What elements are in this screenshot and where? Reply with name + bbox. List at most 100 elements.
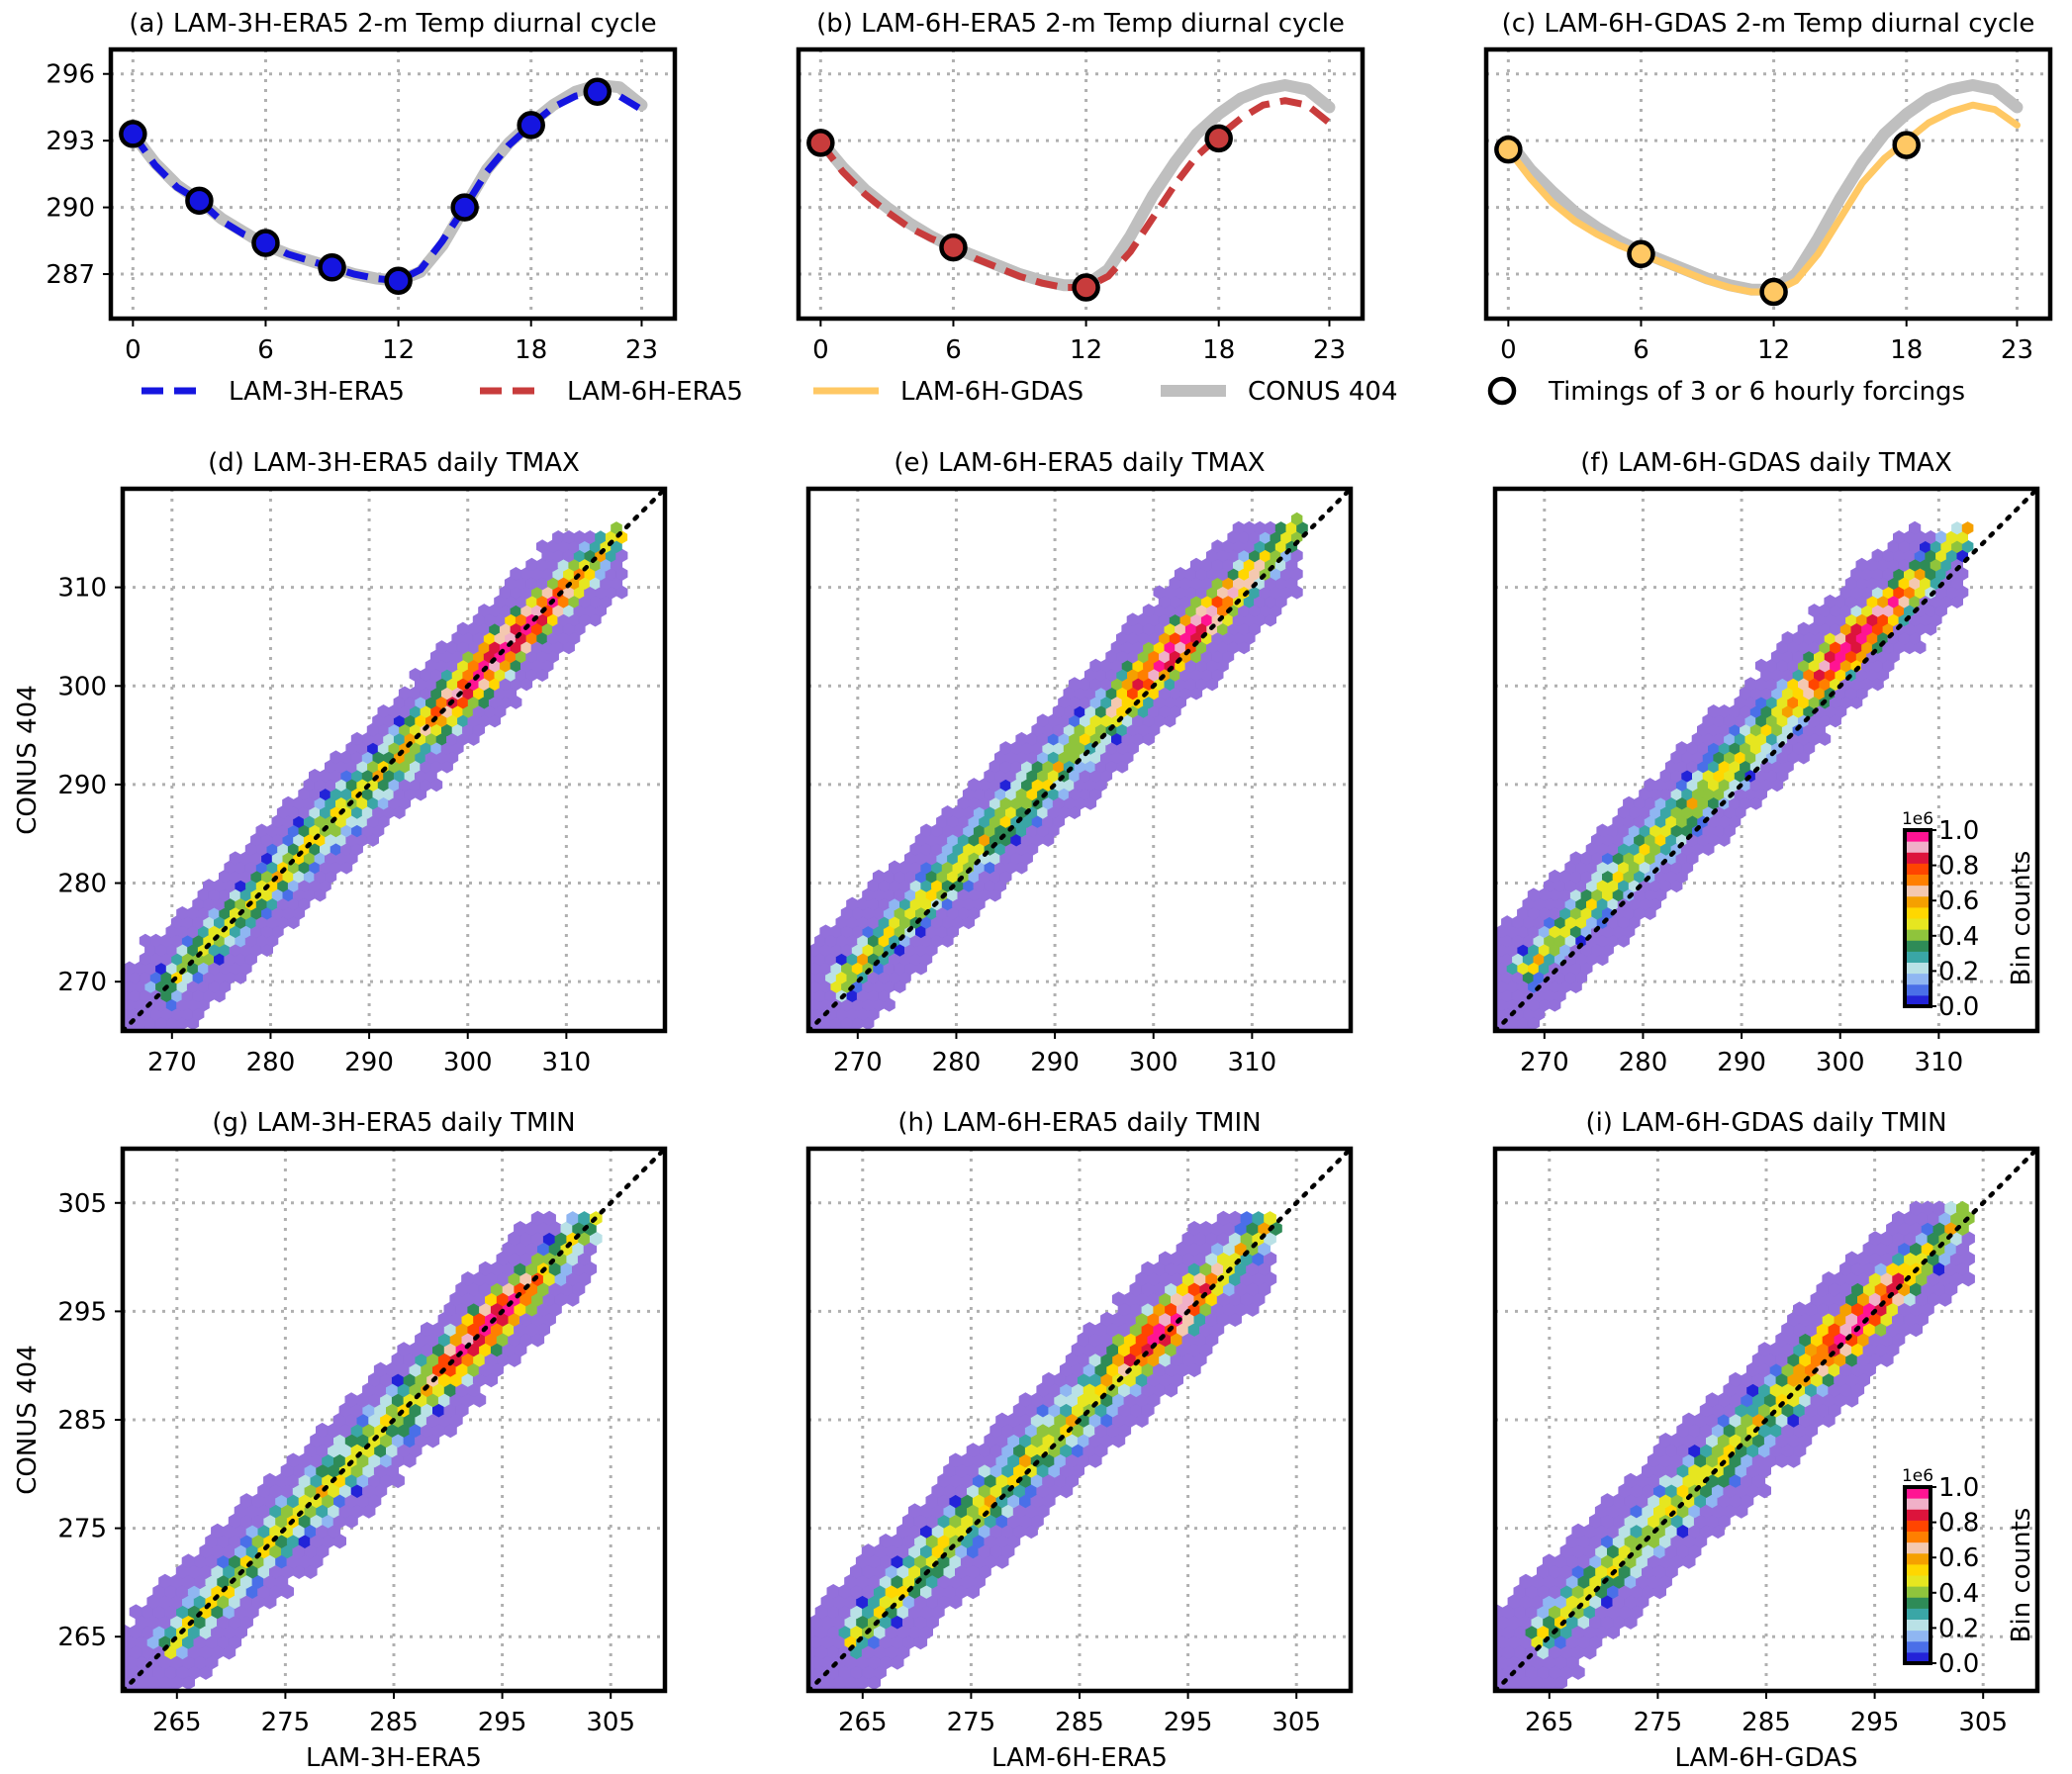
hexbin-cell [1165,1281,1177,1297]
hexbin-cell [920,879,932,892]
hexbin-cell [1898,1241,1911,1257]
hexbin-cell [931,1543,945,1559]
hexbin-cell [1904,1291,1917,1307]
hexbin-cell [367,741,379,755]
hexbin-cell [1639,860,1650,875]
hexbin-cell [229,1594,241,1610]
hexbin-cell [579,539,591,553]
hexbin-cell [251,1553,265,1569]
x-tick-label: 300 [443,1048,493,1077]
x-tick-label: 12 [382,335,415,365]
hexbin-cell [192,971,205,984]
hexbin-cell [809,1035,821,1048]
hexbin-cell [1612,887,1625,902]
hexbin-cell [1475,943,1487,956]
hexbin-cell [1857,1291,1870,1307]
hexbin-cell [889,897,900,911]
hexbin-cell [229,851,241,866]
hexbin-cell [473,686,485,700]
hexbin-cell [1232,520,1245,535]
hexbin-cell [455,1322,469,1337]
hexbin-cell [1871,585,1884,600]
hexbin-cell [432,1402,445,1418]
hexbin-cell [1111,677,1123,691]
hexbin-cell [1741,1413,1753,1428]
one-to-one-line [123,1149,665,1691]
hexbin-cell [461,1352,475,1367]
hexbin-cell [510,659,522,673]
hexbin-cell [1591,906,1603,920]
hexbin-cell [316,1463,330,1478]
hexbin-cell [541,622,554,636]
hexbin-cell [1507,1035,1519,1048]
hexbin-cell [1116,722,1128,737]
hexbin-cell [1106,1342,1119,1357]
hexbin-cell [374,1402,387,1418]
hexbin-cell [1904,1251,1917,1266]
hexbin-cell [820,1035,832,1048]
hexbin-cell [1564,934,1577,948]
hexbin-cell [978,1483,991,1498]
forcing-marker [1892,131,1921,159]
hexbin-cell [1053,760,1065,774]
hexbin-cell [979,814,990,828]
hexbin-cell [430,722,442,737]
hexbin-cell [902,1594,915,1610]
hexbin-cell [1909,558,1921,572]
hexbin-cell [830,961,842,976]
hexbin-cell [1072,1423,1084,1438]
legend-marker-icon [1487,376,1517,406]
hexbin-cell [325,796,336,810]
hexbin-cell [391,1392,405,1408]
hexbin-cell [1904,585,1916,600]
hexbin-cell [1179,612,1192,627]
hexbin-cell [783,989,795,1002]
hexbin-cell [499,622,512,636]
hexbin-cell [1473,1634,1486,1649]
hexbin-cell [1015,769,1028,783]
hexbin-cell [1951,539,1963,553]
hexbin-cell [409,704,422,718]
hexbin-cell [1164,640,1176,654]
hexbin-cell [205,1614,219,1630]
hexbin-cell [1019,1473,1032,1488]
hexbin-cell [920,823,933,838]
hexbin-cell [350,1463,364,1478]
hexbin-cell [920,860,932,875]
hexbin-cell [303,814,316,828]
hexbin-cell [377,778,390,792]
hexbin-cell [1249,567,1261,581]
hexbin-cell [1233,558,1245,572]
hexbin-cell [393,732,406,746]
hexbin-cell [1517,961,1529,976]
hexbin-cell [340,823,352,838]
hexbin-cell [320,787,331,801]
hexbin-cell [286,1493,300,1509]
hexbin-cell [1580,887,1593,902]
hexbin-cell [1940,558,1952,572]
hexbin-cell [931,1524,945,1539]
hexbin-cell [1072,1443,1084,1458]
hexbin-cell [862,924,875,939]
hexbin-cell [1187,1322,1201,1337]
hexbin-cell [925,1534,939,1548]
hexbin-cell [473,1352,486,1367]
hexbin-cell [462,668,474,682]
hexbin-cell [1702,787,1715,801]
x-tick-label: 290 [1030,1048,1080,1077]
hexbin-cell [1776,677,1789,691]
hexbin-cell [1126,612,1139,627]
hexbin-cell [1083,1362,1096,1377]
hexbin-cell [1882,604,1895,617]
hexbin-cell [1205,1251,1218,1266]
hexbin-cell [293,833,305,847]
hexbin-cell [1734,732,1746,746]
hexbin-cell [340,769,352,783]
hexbin-cell [230,887,241,902]
hexbin-cell [1106,1382,1119,1398]
hexbin-cell [1054,1413,1067,1428]
hexbin-cell [403,1413,417,1428]
hexbin-cell [1776,732,1789,746]
hexbin-cell [846,971,858,984]
hexbin-cell [1935,530,1947,544]
